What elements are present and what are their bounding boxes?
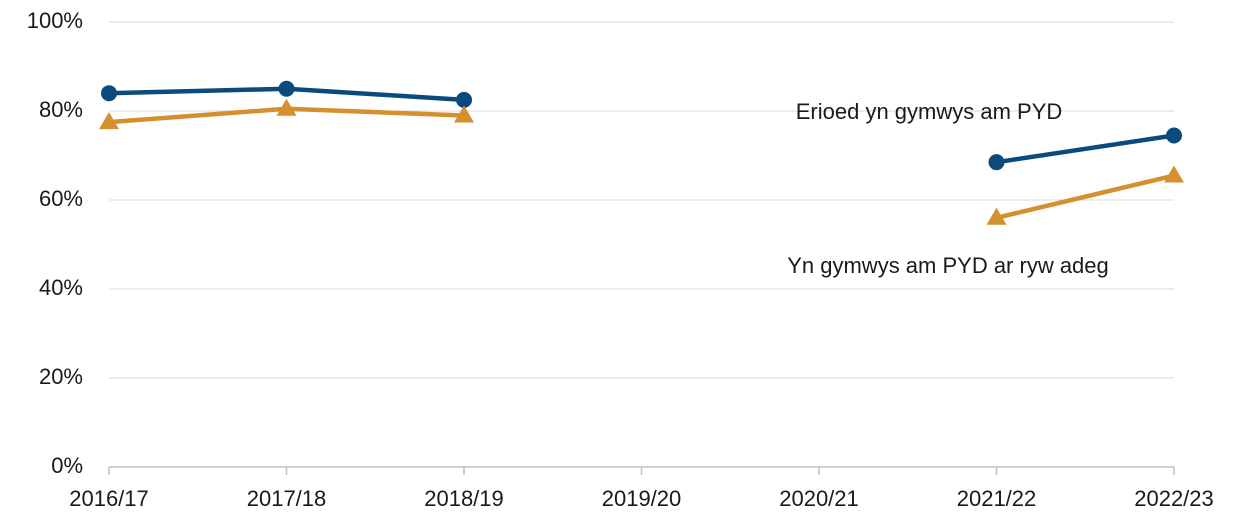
- x-tick-label: 2019/20: [602, 486, 682, 511]
- x-tick-label: 2021/22: [957, 486, 1037, 511]
- x-tick-label: 2017/18: [247, 486, 327, 511]
- y-tick-label: 0%: [51, 453, 83, 478]
- marker: [99, 112, 119, 130]
- marker: [988, 154, 1005, 171]
- marker: [454, 105, 474, 123]
- marker: [276, 98, 297, 116]
- series-line: [108, 106, 1175, 220]
- marker: [986, 207, 1007, 225]
- marker: [278, 80, 295, 97]
- marker: [101, 85, 117, 102]
- y-tick-label: 80%: [39, 97, 83, 122]
- x-tick-label: 2022/23: [1134, 486, 1214, 511]
- marker: [456, 91, 472, 108]
- x-tick-label: 2016/17: [69, 486, 149, 511]
- y-tick-label: 100%: [27, 8, 83, 33]
- y-tick-label: 20%: [39, 364, 83, 389]
- x-tick-label: 2020/21: [779, 486, 859, 511]
- x-tick-label: 2018/19: [424, 486, 504, 511]
- y-tick-label: 40%: [39, 275, 83, 300]
- marker: [1164, 165, 1184, 183]
- series-label: Yn gymwys am PYD ar ryw adeg: [787, 253, 1109, 278]
- y-tick-label: 60%: [39, 186, 83, 211]
- marker: [1166, 127, 1182, 144]
- series-label: Erioed yn gymwys am PYD: [796, 99, 1063, 124]
